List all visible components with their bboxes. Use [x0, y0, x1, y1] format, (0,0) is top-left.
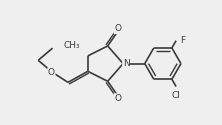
Text: Cl: Cl [172, 91, 180, 100]
Text: O: O [114, 94, 121, 103]
Text: CH₃: CH₃ [63, 41, 80, 50]
Text: O: O [114, 24, 121, 34]
Text: O: O [48, 68, 55, 77]
Text: F: F [180, 36, 185, 45]
Text: N: N [123, 59, 129, 68]
